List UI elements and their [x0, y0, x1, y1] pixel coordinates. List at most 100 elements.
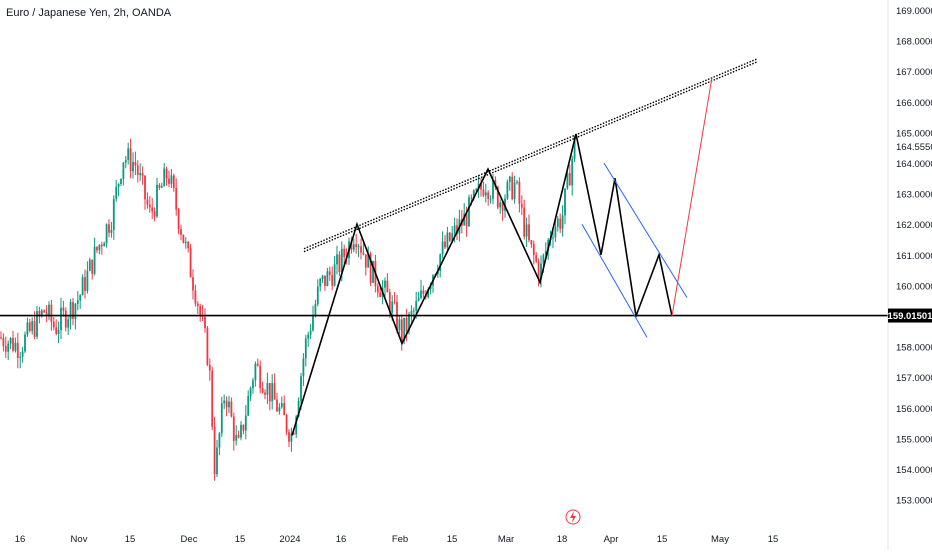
candle-body	[319, 278, 322, 287]
candle-body	[136, 165, 139, 176]
candle-body	[223, 400, 226, 404]
candle-body	[441, 241, 444, 255]
channel-upper-line[interactable]	[603, 162, 688, 298]
candle-body	[132, 162, 134, 172]
candle-body	[112, 198, 115, 230]
candle-body	[228, 401, 230, 408]
candle-body	[312, 315, 314, 331]
candle-body	[384, 280, 386, 288]
candle-body	[451, 233, 454, 241]
time-axis-tick-label: 15	[235, 534, 246, 545]
candle-body	[230, 401, 233, 417]
candle-body	[64, 310, 67, 328]
candle-body	[314, 304, 317, 316]
candle-body	[352, 244, 355, 250]
candle-body	[369, 253, 372, 283]
resistance-trendline-lower[interactable]	[303, 61, 758, 253]
candle-body	[108, 224, 110, 233]
lightning-icon[interactable]	[565, 509, 581, 525]
projected-zigzag-line[interactable]	[575, 133, 673, 320]
candle-body	[309, 330, 312, 335]
time-axis-tick-label: 16	[336, 534, 347, 545]
candle-body	[573, 136, 576, 159]
price-axis-tick-label: 160.00000	[896, 281, 932, 292]
resistance-trendline-upper[interactable]	[303, 58, 758, 250]
price-axis-tick-label: 168.00000	[896, 37, 932, 48]
candle-body	[252, 380, 254, 389]
candle-body	[4, 346, 7, 352]
candle-body	[268, 383, 271, 402]
candle-body	[74, 303, 77, 319]
candle-body	[280, 403, 283, 408]
candle-body	[67, 319, 70, 328]
candle-body	[386, 280, 389, 293]
candle-body	[103, 243, 106, 247]
candle-body	[129, 148, 132, 172]
candle-body	[343, 248, 346, 257]
candle-body	[225, 400, 228, 408]
candle-body	[244, 415, 247, 431]
candle-body	[96, 246, 98, 251]
candle-body	[472, 190, 475, 199]
candle-body	[21, 351, 24, 357]
candle-body	[192, 277, 194, 291]
candle-body	[120, 178, 122, 185]
candle-body	[170, 175, 173, 184]
candle-body	[52, 321, 55, 328]
candle-body	[283, 403, 286, 416]
candle-body	[415, 300, 418, 311]
time-axis-tick-label: 2024	[279, 534, 300, 545]
candle-body	[475, 189, 478, 191]
candle-body	[542, 254, 545, 264]
candle-body	[492, 180, 494, 199]
candle-body	[290, 433, 293, 442]
candle-body	[2, 338, 5, 347]
candle-body	[211, 370, 214, 427]
price-axis[interactable]: 169.00000 168.00000 167.00000 166.00000 165.…	[896, 6, 932, 507]
symbol-title[interactable]: Euro / Japanese Yen, 2h, OANDA	[6, 7, 172, 19]
candle-body	[544, 250, 547, 255]
candle-body	[163, 168, 166, 187]
candle-body	[144, 175, 146, 200]
candle-body	[218, 433, 221, 448]
candle-body	[208, 364, 211, 371]
candle-body	[537, 261, 540, 280]
candle-body	[31, 321, 34, 331]
candle-body	[153, 211, 156, 217]
candles-layer	[0, 135, 576, 481]
candle-body	[568, 173, 571, 186]
candle-body	[259, 365, 262, 389]
candle-body	[321, 275, 324, 279]
candle-body	[324, 275, 326, 286]
candle-body	[422, 290, 425, 294]
candle-body	[357, 246, 360, 248]
time-axis[interactable]: 16 Nov 15 Dec 15 2024 16 Feb 15 Mar 18 Apr 15 May 15	[15, 534, 779, 545]
candle-body	[340, 248, 343, 273]
candle-body	[489, 198, 492, 200]
projection-target-line[interactable]	[671, 77, 713, 317]
price-line-label-layer: 159.01501	[888, 308, 932, 323]
candle-body	[28, 322, 31, 331]
zigzag-pattern-line[interactable]	[291, 133, 577, 436]
candle-body	[151, 207, 154, 212]
candle-body	[523, 207, 526, 237]
candle-body	[177, 209, 180, 230]
candle-body	[393, 301, 396, 303]
candle-body	[254, 363, 257, 381]
candle-body	[16, 342, 19, 358]
candle-body	[9, 337, 12, 344]
candle-body	[513, 182, 516, 200]
candle-body	[566, 173, 569, 189]
time-axis-tick-label: 15	[447, 534, 458, 545]
channel-lower-line[interactable]	[581, 223, 648, 338]
candle-body	[420, 290, 422, 299]
candle-body	[403, 317, 406, 341]
candle-body	[172, 175, 175, 188]
annotation-layer	[0, 58, 888, 436]
candle-body	[139, 173, 142, 176]
candle-body	[19, 356, 22, 358]
candle-body	[412, 310, 415, 312]
candle-body	[571, 158, 574, 186]
candle-body	[175, 187, 178, 210]
price-axis-tick-label: 164.00000	[896, 159, 932, 170]
